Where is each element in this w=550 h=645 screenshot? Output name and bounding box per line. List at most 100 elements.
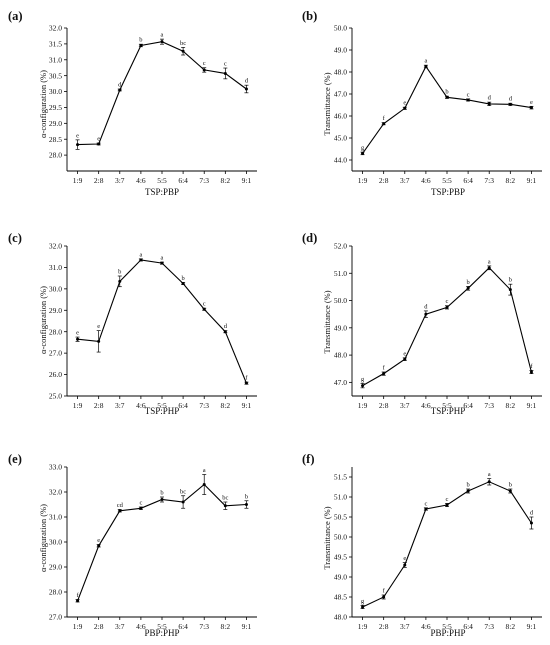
significance-letter: d — [509, 96, 513, 103]
plot-area-3: 25.0 26.0 27.0 28.0 29.0 30.0 31.0 32.0 1:9 2:8 3:… — [49, 242, 257, 410]
significance-letter: f — [383, 588, 386, 595]
significance-letter: b — [509, 277, 512, 284]
x-tick-label: 5:5 — [442, 176, 452, 185]
significance-letter: a — [139, 251, 142, 258]
x-tick-label: 3:7 — [400, 401, 410, 410]
y-tick-label: 47.0 — [334, 378, 347, 387]
panel-label: (e) — [8, 452, 22, 466]
x-tick-label: 5:5 — [442, 401, 452, 410]
significance-letter: e — [403, 555, 406, 562]
panel-d: (d) Transmittance (%) TSP:PHP — [302, 231, 465, 416]
x-tick-label: 4:6 — [421, 401, 431, 410]
significance-letter: d — [224, 323, 228, 330]
x-tick-label: 1:9 — [73, 401, 83, 410]
y-tick-label: 49.0 — [334, 323, 347, 332]
data-point — [487, 480, 491, 484]
panel-e: (e) α-configuration (%) PBP:PHP — [8, 452, 180, 638]
y-tick-label: 29.0 — [49, 563, 62, 572]
x-tick-label: 2:8 — [94, 401, 104, 410]
y-tick-label: 28.5 — [49, 135, 62, 144]
significance-letter: c — [446, 496, 449, 503]
x-tick-label: 2:8 — [379, 176, 389, 185]
data-point — [202, 307, 206, 311]
data-point — [445, 305, 449, 309]
x-tick-label: 2:8 — [379, 622, 389, 631]
data-point — [244, 87, 248, 91]
y-axis-label: α-configuration (%) — [38, 70, 48, 138]
y-tick-label: 45.0 — [334, 134, 347, 143]
data-point — [529, 521, 533, 525]
y-axis-label: Transmittance (%) — [322, 72, 332, 135]
data-point — [466, 286, 470, 290]
data-point — [76, 143, 80, 147]
significance-letter: f — [383, 365, 386, 372]
x-axis-label: TSP:PHP — [145, 406, 180, 416]
data-point — [202, 483, 206, 486]
data-point — [181, 500, 185, 504]
significance-letter: c — [446, 298, 449, 305]
x-tick-label: 1:9 — [358, 401, 368, 410]
x-tick-label: 1:9 — [358, 622, 368, 631]
significance-letter: g — [361, 145, 365, 152]
x-tick-label: 5:5 — [157, 401, 167, 410]
x-tick-label: 8:2 — [506, 176, 516, 185]
data-point — [160, 261, 164, 265]
data-point — [529, 370, 533, 374]
y-tick-label: 48.0 — [334, 68, 347, 77]
x-tick-label: 2:8 — [94, 622, 104, 631]
y-tick-label: 30.0 — [49, 538, 62, 547]
significance-letter: d — [245, 78, 249, 85]
y-tick-label: 49.0 — [334, 573, 347, 582]
significance-letter: b — [118, 269, 121, 276]
significance-letter: a — [203, 467, 206, 474]
significance-letter: b — [160, 490, 163, 497]
significance-letter: d — [118, 82, 122, 89]
x-tick-label: 9:1 — [527, 401, 537, 410]
y-tick-label: 50.0 — [334, 296, 347, 305]
plot-area-5: 27.0 28.0 29.0 30.0 31.0 32.0 33.0 1:9 2:8 3:7 4:6… — [49, 463, 257, 631]
x-tick-label: 2:8 — [94, 176, 104, 185]
series-line — [362, 267, 532, 387]
x-axis-label: TSP:PBP — [145, 187, 179, 197]
data-point — [424, 507, 428, 511]
significance-letter: e — [97, 537, 100, 544]
significance-letter: c — [424, 500, 427, 507]
significance-letter: c — [224, 61, 227, 68]
y-tick-label: 32.0 — [49, 242, 62, 251]
plot-area-2: 44.0 45.0 46.0 47.0 48.0 49.0 50.0 1:9 2:8 3:7 4:6… — [334, 24, 542, 185]
x-tick-label: 6:4 — [178, 176, 188, 185]
significance-letter: bc — [180, 488, 186, 495]
panel-f: (f) Transmittance (%) PBP:PHP — [302, 452, 466, 638]
significance-letter: b — [245, 493, 248, 500]
y-axis-label: Transmittance (%) — [322, 290, 332, 353]
series-line — [77, 259, 247, 384]
y-axis-label: Transmittance (%) — [322, 506, 332, 569]
x-tick-label: 7:3 — [484, 622, 494, 631]
x-tick-label: 3:7 — [115, 401, 125, 410]
y-tick-label: 29.0 — [49, 306, 62, 315]
significance-letter: f — [530, 363, 533, 370]
significance-letter: e — [76, 330, 79, 337]
x-tick-label: 6:4 — [463, 401, 473, 410]
significance-letter: b — [466, 482, 469, 489]
significance-letter: f — [76, 592, 79, 599]
y-tick-label: 31.0 — [49, 513, 62, 522]
x-tick-label: 8:2 — [506, 401, 516, 410]
data-point — [223, 330, 227, 334]
x-tick-label: 8:2 — [221, 622, 231, 631]
data-point — [445, 503, 449, 507]
y-tick-label: 27.0 — [49, 613, 62, 622]
x-tick-label: 4:6 — [136, 622, 146, 631]
y-tick-label: 48.0 — [334, 613, 347, 622]
data-point — [97, 142, 101, 146]
significance-letter: b — [139, 37, 142, 44]
data-point — [118, 88, 122, 92]
significance-letter: bc — [222, 495, 228, 502]
x-tick-label: 9:1 — [527, 176, 537, 185]
data-point — [445, 95, 449, 99]
x-tick-label: 3:7 — [115, 622, 125, 631]
significance-letter: g — [361, 598, 365, 605]
significance-letter: f — [383, 115, 386, 122]
y-tick-label: 33.0 — [49, 463, 62, 472]
significance-letter: b — [445, 89, 448, 96]
